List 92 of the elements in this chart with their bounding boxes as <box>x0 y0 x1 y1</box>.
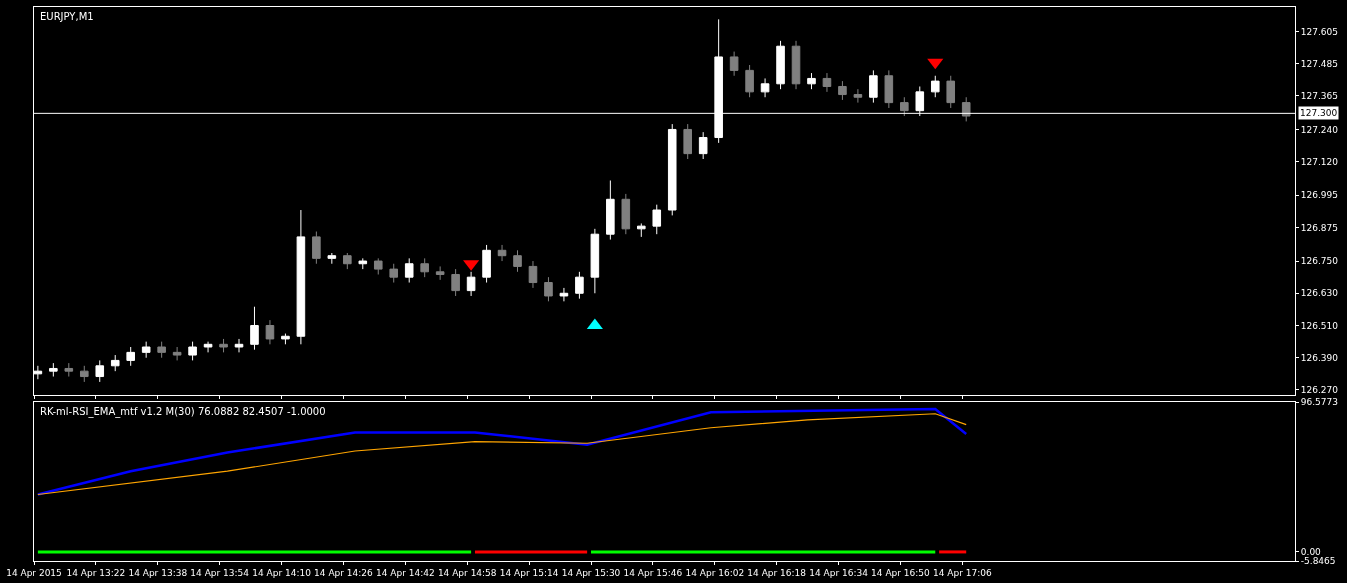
candlestick <box>435 265 445 281</box>
x-tick-label: 14 Apr 15:30 <box>561 567 621 578</box>
candlestick <box>652 204 662 235</box>
y-tick-label: 127.365 <box>1300 91 1339 102</box>
x-tick-label: 14 Apr 16:50 <box>871 567 931 578</box>
candlestick <box>79 365 89 383</box>
y-tick-label: 126.995 <box>1300 190 1339 201</box>
candlestick <box>621 193 631 235</box>
x-tick-label: 14 Apr 16:02 <box>685 567 745 578</box>
candlestick <box>312 231 321 265</box>
x-tick-label: 14 Apr 16:18 <box>747 567 807 578</box>
candlestick <box>838 80 847 101</box>
candlestick <box>791 40 801 90</box>
candlestick <box>141 341 151 359</box>
candlestick <box>853 88 863 104</box>
candlestick <box>900 96 909 117</box>
x-tick-label: 14 Apr 17:06 <box>933 567 992 578</box>
candlestick <box>513 249 522 273</box>
candlestick <box>776 40 785 90</box>
x-tick-label: 14 Apr 14:42 <box>376 567 435 578</box>
x-tick-label: 14 Apr 15:14 <box>499 567 559 578</box>
y-tick-label: 126.630 <box>1300 288 1339 299</box>
candlestick <box>946 75 956 109</box>
candlestick <box>188 341 197 361</box>
candlestick <box>559 287 569 302</box>
y-tick-label: 127.120 <box>1300 156 1339 167</box>
candlestick <box>327 252 337 265</box>
y-tick-label: 96.5773 <box>1300 397 1339 408</box>
candlestick <box>606 179 615 241</box>
candlestick <box>343 252 352 270</box>
candlestick <box>265 319 275 345</box>
candlestick <box>126 346 135 367</box>
y-tick-label: 0.00 <box>1300 547 1322 558</box>
candlestick <box>683 123 692 160</box>
y-tick-label: 127.485 <box>1300 58 1339 69</box>
candlestick <box>698 131 708 160</box>
chart-title: EURJPY,M1 <box>40 11 94 22</box>
candlestick <box>389 263 399 284</box>
x-tick-label: 14 Apr 14:26 <box>314 567 374 578</box>
candlestick <box>234 338 244 353</box>
candlestick <box>219 338 228 353</box>
candlestick <box>590 228 600 294</box>
candlestick <box>869 69 878 104</box>
x-tick-label: 14 Apr 14:58 <box>437 567 497 578</box>
candlestick <box>64 362 74 378</box>
candlestick <box>575 271 584 300</box>
candlestick <box>110 354 120 372</box>
x-tick-label: 14 Apr 13:38 <box>128 567 188 578</box>
candlestick <box>930 75 940 98</box>
y-tick-label: 126.270 <box>1300 385 1339 396</box>
y-tick-label: -5.8465 <box>1300 556 1336 567</box>
candlestick <box>822 72 832 93</box>
y-tick-label: 126.510 <box>1300 320 1339 331</box>
candlestick <box>637 222 646 238</box>
x-tick-label: 14 Apr 15:46 <box>623 567 683 578</box>
candlestick <box>729 51 739 77</box>
candlestick <box>544 276 553 302</box>
x-tick-label: 14 Apr 13:54 <box>190 567 250 578</box>
candlestick <box>667 123 677 216</box>
candlestick <box>884 69 894 109</box>
candlestick <box>497 244 507 262</box>
x-tick-label: 14 Apr 2015 <box>6 567 62 578</box>
y-tick-label: 127.605 <box>1300 26 1339 37</box>
candlestick <box>296 209 306 345</box>
candlestick <box>373 257 383 275</box>
y-tick-label: 127.240 <box>1300 124 1339 135</box>
y-tick-label: 126.750 <box>1300 256 1339 267</box>
chart-title: RK-ml-RSI_EMA_mtf v1.2 M(30) 76.0882 82.4507 -1.0000 <box>40 406 326 418</box>
candlestick <box>528 260 538 289</box>
candlestick <box>358 257 368 270</box>
x-tick-label: 14 Apr 14:10 <box>252 567 312 578</box>
candlestick <box>404 257 414 284</box>
candlestick <box>420 257 429 278</box>
ref-line-label: 127.300 <box>1300 108 1338 118</box>
candlestick <box>281 333 290 345</box>
candlestick <box>745 64 754 98</box>
candlestick <box>961 96 971 122</box>
candlestick <box>482 244 491 284</box>
candlestick <box>466 271 476 297</box>
x-tick-label: 14 Apr 16:34 <box>809 567 869 578</box>
candlestick <box>203 341 213 353</box>
candlestick <box>49 362 58 378</box>
y-tick-label: 126.390 <box>1300 352 1339 363</box>
candlestick <box>95 359 105 383</box>
candlestick <box>250 306 259 351</box>
candlestick <box>760 77 770 98</box>
y-tick-label: 126.875 <box>1300 222 1339 233</box>
candlestick <box>807 72 816 90</box>
candlestick <box>451 268 460 297</box>
x-tick-label: 14 Apr 13:22 <box>66 567 126 578</box>
candlestick <box>172 346 182 361</box>
candlestick <box>157 341 166 359</box>
